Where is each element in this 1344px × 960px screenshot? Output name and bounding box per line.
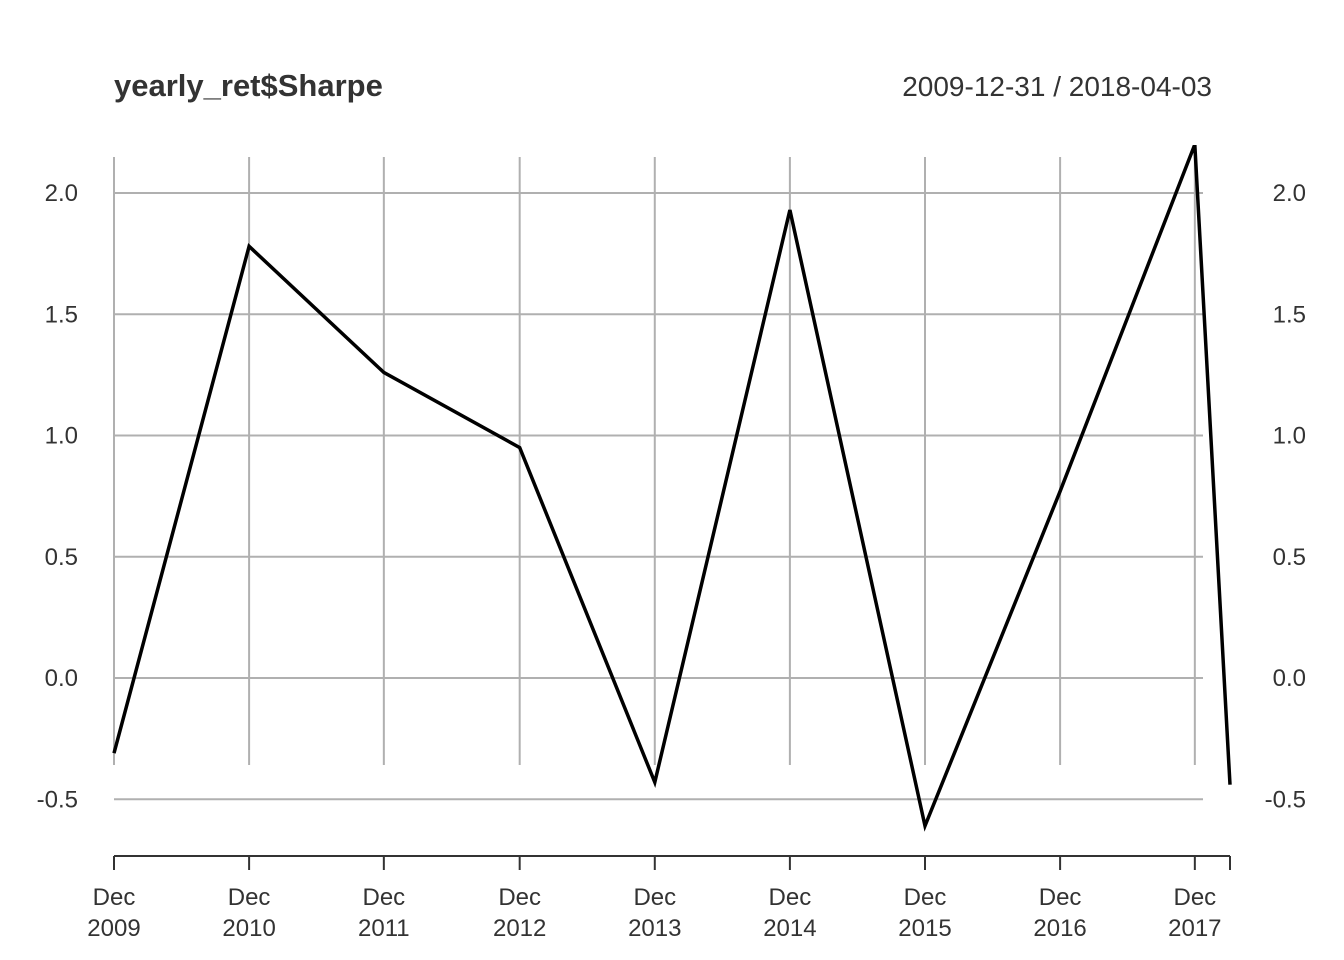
series-layer (112, 145, 1232, 832)
y-tick-label-left: 2.0 (45, 180, 78, 207)
x-tick-label-year: 2014 (763, 915, 816, 942)
x-tick-label-month: Dec (362, 884, 405, 911)
x-tick-label-month: Dec (769, 884, 812, 911)
x-tick-label-year: 2016 (1033, 915, 1086, 942)
x-tick-label-month: Dec (633, 884, 676, 911)
x-tick-label-month: Dec (1173, 884, 1216, 911)
y-tick-label-left: 1.5 (45, 301, 78, 328)
y-tick-label-right: 0.5 (1273, 544, 1306, 571)
y-tick-label-left: 0.5 (45, 544, 78, 571)
x-axis: Dec 2009 Dec 2010 Dec 2011 Dec 2012 Dec 2013 Dec 20… (87, 855, 1231, 942)
chart-title: yearly_ret$Sharpe (114, 68, 383, 103)
y-tick-label-left: 0.0 (45, 665, 78, 692)
y-tick-label-right: 0.0 (1273, 665, 1306, 692)
x-tick-label-year: 2013 (628, 915, 681, 942)
y-tick-label-left: 1.0 (45, 423, 78, 450)
y-tick-label-left: -0.5 (37, 786, 78, 813)
y-axis-right: 2.0 1.5 1.0 0.5 0.0 -0.5 (1265, 180, 1306, 813)
y-tick-label-right: 1.5 (1273, 301, 1306, 328)
x-tick-label-year: 2011 (358, 915, 410, 942)
x-tick-label-month: Dec (498, 884, 541, 911)
y-axis-left: 2.0 1.5 1.0 0.5 0.0 -0.5 (37, 180, 78, 813)
series-line (112, 145, 1232, 832)
y-tick-label-right: 1.0 (1273, 423, 1306, 450)
x-tick-label-year: 2017 (1168, 915, 1221, 942)
date-range-label: 2009-12-31 / 2018-04-03 (902, 71, 1212, 102)
x-tick-label-month: Dec (1039, 884, 1082, 911)
y-tick-label-right: -0.5 (1265, 786, 1306, 813)
x-tick-label-year: 2015 (898, 915, 951, 942)
x-tick-label-month: Dec (228, 884, 271, 911)
x-tick-label-year: 2012 (493, 915, 546, 942)
grid-lines (113, 157, 1203, 801)
y-tick-label-right: 2.0 (1273, 180, 1306, 207)
x-tick-label-month: Dec (904, 884, 947, 911)
x-tick-label-month: Dec (93, 884, 136, 911)
x-tick-label-year: 2010 (222, 915, 275, 942)
x-tick-label-year: 2009 (87, 915, 140, 942)
